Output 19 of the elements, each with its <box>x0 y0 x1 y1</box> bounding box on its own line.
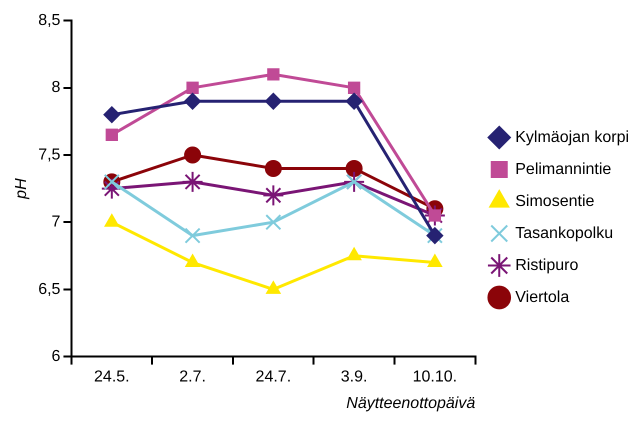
legend-label: Simosentie <box>515 192 594 210</box>
y-tick-label: 6,5 <box>38 280 61 298</box>
x-tick-label: 24.5. <box>94 368 130 386</box>
x-tick-label: 10.10. <box>412 368 458 386</box>
y-tick-label: 7 <box>52 214 61 231</box>
x-tick-label: 24.7. <box>256 368 292 386</box>
y-tick-label: 8,5 <box>38 12 61 30</box>
legend-label: Viertola <box>515 288 570 306</box>
y-tick-label: 8 <box>52 79 61 96</box>
x-tick-label: 2.7. <box>179 368 206 386</box>
legend-label: Ristipuro <box>515 256 578 274</box>
legend-label: Kylmäojan korpi <box>515 128 630 146</box>
legend-label: Pelimannintie <box>515 160 612 178</box>
legend-label: Tasankopolku <box>515 224 614 242</box>
y-axis-title: pH <box>13 178 30 200</box>
x-tick-label: 3.9. <box>340 368 368 386</box>
y-tick-label: 7,5 <box>38 146 61 164</box>
y-tick-label: 6 <box>52 348 61 366</box>
x-axis-title: Näytteenottopäivä <box>346 394 476 412</box>
